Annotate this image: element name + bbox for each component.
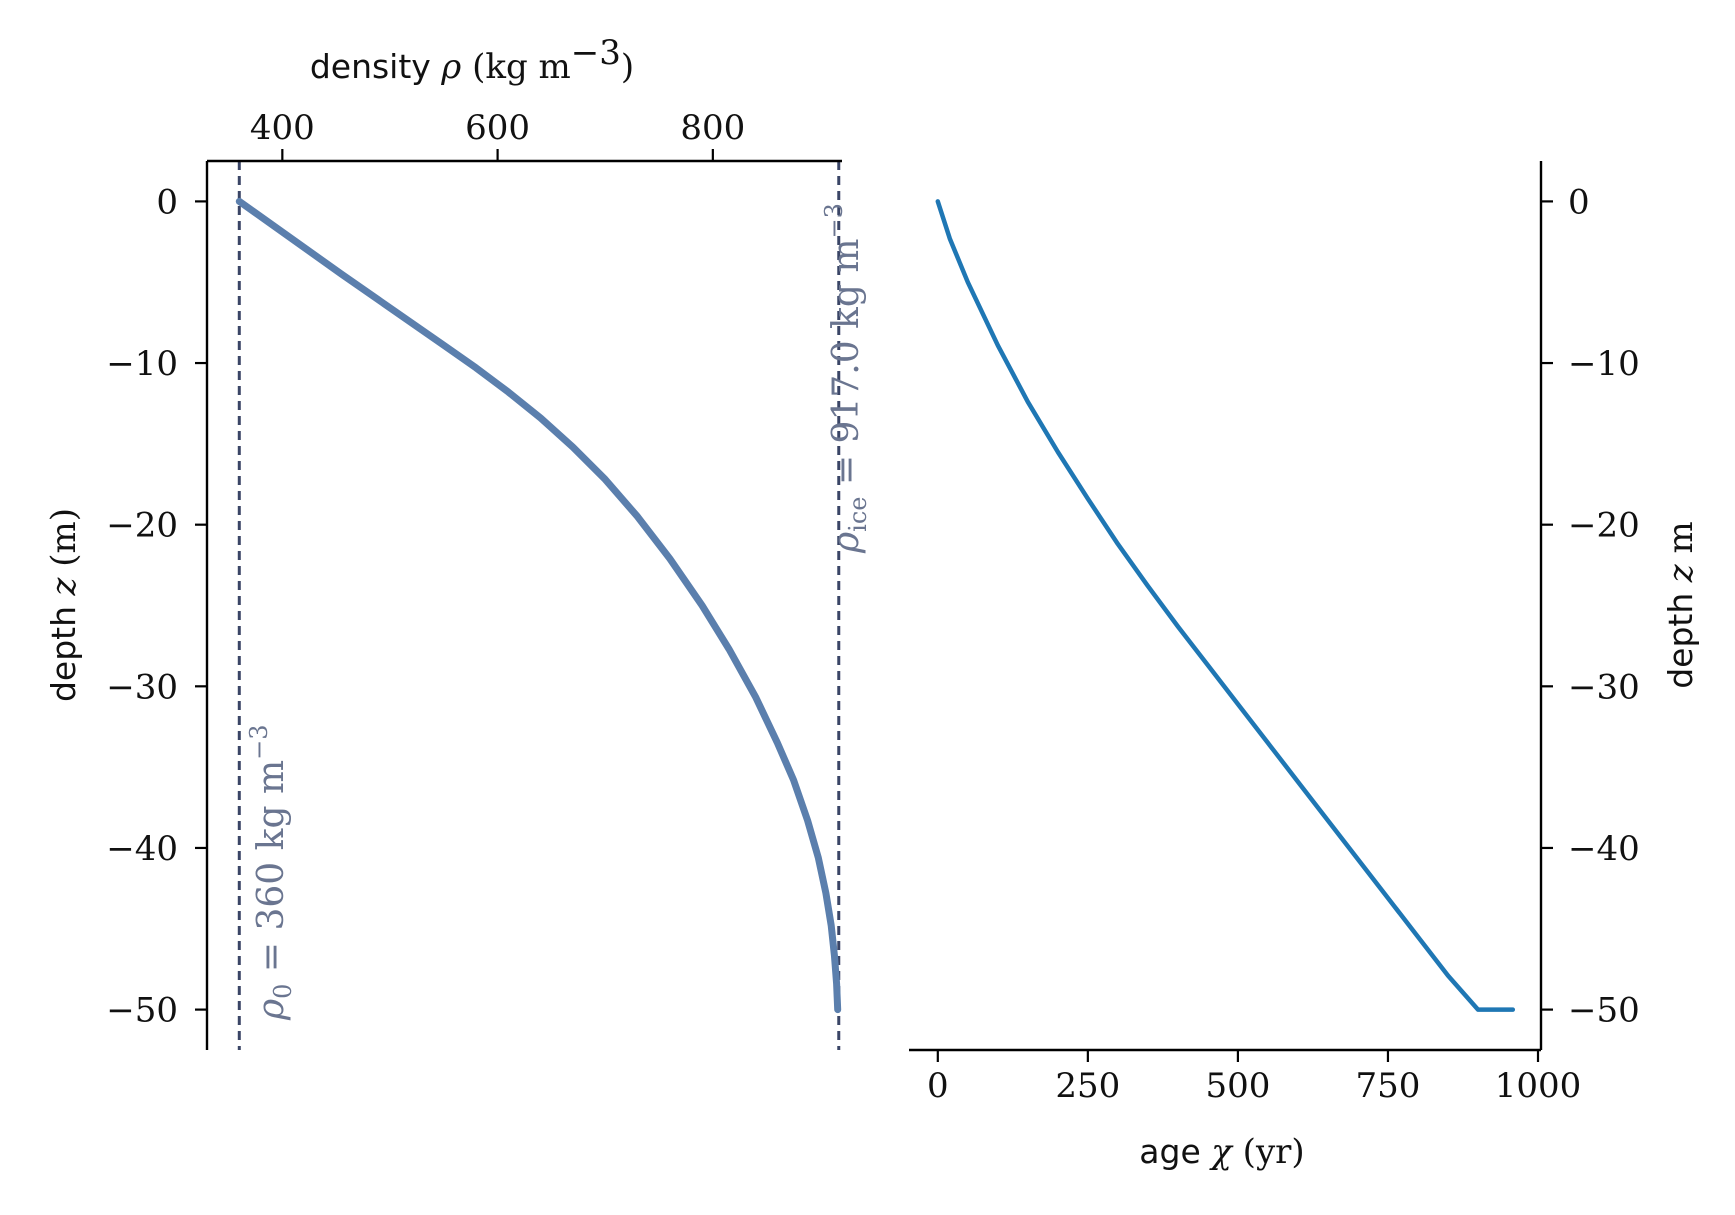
left-ylabel-prefix: depth	[44, 595, 83, 702]
left-y-tick-label: −20	[106, 506, 178, 546]
right-xlabel-unit: (yr)	[1232, 1132, 1305, 1172]
rhoice-symbol: ρ	[826, 532, 867, 554]
right-x-tick-label: 750	[1355, 1066, 1420, 1106]
left-x-axis-title: density ρ (kg m−3)	[310, 33, 634, 87]
left-y-tick-label: −50	[106, 991, 178, 1031]
right-y-tick-label: −50	[1568, 991, 1640, 1031]
right-x-tick-label: 1000	[1495, 1066, 1582, 1106]
left-x-tick-label: 800	[680, 108, 745, 148]
age-profile-line	[935, 199, 1516, 1012]
rhoice-text: = 917.0 kg m	[826, 239, 867, 497]
right-y-tick-label: −30	[1568, 667, 1640, 707]
rhoice-annotation: ρice = 917.0 kg m−3	[820, 203, 872, 554]
rho0-symbol: ρ	[251, 999, 292, 1021]
right-y-tick-label: −40	[1568, 829, 1640, 869]
rhoice-exp: −3	[820, 203, 848, 238]
left-xlabel-symbol: ρ	[440, 47, 461, 87]
rho0-sub: 0	[269, 984, 297, 999]
right-xlabel-prefix: age	[1139, 1132, 1211, 1171]
right-y-tick-label: −20	[1568, 506, 1640, 546]
right-x-axis-title: age χ (yr)	[1139, 1132, 1304, 1172]
left-xlabel-exp: −3	[571, 33, 621, 73]
right-ylabel-symbol: z	[1661, 563, 1701, 583]
left-x-ticks: 400 600 800	[250, 108, 745, 161]
left-y-axis-title: depth z (m)	[44, 508, 84, 702]
rho0-text: = 360 kg m	[251, 760, 292, 984]
right-y-tick-label: 0	[1568, 182, 1590, 222]
left-reference-lines	[237, 161, 841, 1050]
rhoice-sub: ice	[844, 497, 872, 532]
right-y-tick-label: −10	[1568, 344, 1640, 384]
left-panel: 400 600 800 0−10−20−30−40−50 density ρ (kg…	[44, 33, 872, 1050]
left-xlabel-prefix: density	[310, 47, 441, 86]
left-y-tick-label: −40	[106, 829, 178, 869]
left-y-tick-label: −10	[106, 344, 178, 384]
left-x-tick-label: 600	[465, 108, 530, 148]
right-ylabel-prefix: depth	[1661, 582, 1700, 689]
density-profile-line	[235, 197, 842, 1014]
right-y-axis-title: depth z m	[1661, 521, 1701, 689]
left-xlabel-close: )	[621, 47, 634, 87]
left-y-ticks: 0 −10 −20 −30 −40 −50	[106, 182, 207, 1031]
left-ylabel-unit: (m)	[44, 508, 84, 578]
right-x-ticks: 0 250 500 750 1000	[927, 1050, 1581, 1106]
right-x-tick-label: 250	[1055, 1066, 1120, 1106]
right-panel: 0 250 500 750 1000 0 −10 −20 −30 −40 −50 age χ (y…	[909, 161, 1701, 1172]
right-ylabel-unit: m	[1661, 521, 1701, 564]
rho0-exp: −3	[245, 725, 273, 760]
left-xlabel-unit: (kg m	[461, 47, 571, 87]
rho0-annotation: ρ0 = 360 kg m−3	[245, 725, 297, 1022]
left-y-tick-label: 0	[156, 182, 178, 222]
left-y-tick-label: −30	[106, 667, 178, 707]
left-ylabel-symbol: z	[44, 576, 84, 596]
right-x-tick-label: 0	[927, 1066, 949, 1106]
right-y-ticks: 0 −10 −20 −30 −40 −50	[1541, 182, 1640, 1031]
right-xlabel-symbol: χ	[1209, 1132, 1234, 1172]
right-x-tick-label: 500	[1205, 1066, 1270, 1106]
left-x-tick-label: 400	[250, 108, 315, 148]
